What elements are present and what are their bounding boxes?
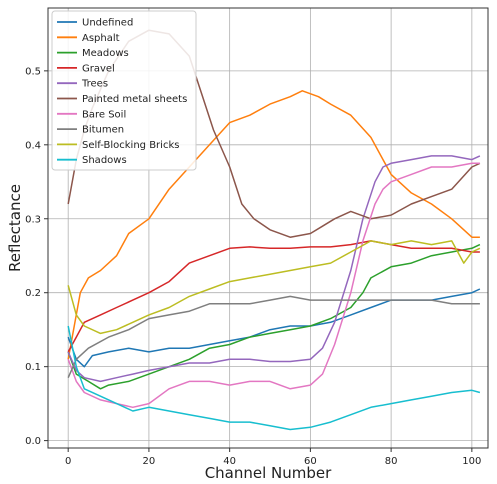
y-tick-label: 0.3 xyxy=(25,214,41,225)
series-line-7 xyxy=(67,295,480,379)
x-tick-label: 0 xyxy=(65,456,71,467)
series-line-4 xyxy=(67,155,481,383)
series-line-1 xyxy=(67,90,480,360)
x-axis-label: Channel Number xyxy=(205,464,332,482)
y-tick-label: 0.4 xyxy=(25,140,41,151)
legend-box xyxy=(51,10,197,171)
legend-label: Meadows xyxy=(82,48,129,59)
x-tick-label: 100 xyxy=(462,456,481,467)
y-axis-label: Reflectance xyxy=(6,184,24,272)
x-tick-label: 20 xyxy=(143,456,156,467)
legend-label: Bitumen xyxy=(82,125,124,136)
y-axis-ticks: 0.0 0.1 0.2 0.3 0.4 0.5 xyxy=(25,66,48,447)
legend-label: Painted metal sheets xyxy=(82,94,187,105)
x-tick-label: 40 xyxy=(223,456,236,467)
legend-label: Asphalt xyxy=(82,33,120,44)
series-line-9 xyxy=(67,325,481,431)
legend-label: Self-Blocking Bricks xyxy=(82,140,179,151)
x-tick-label: 60 xyxy=(304,456,317,467)
y-tick-label: 0.2 xyxy=(25,288,41,299)
x-axis-ticks: 0 20 40 60 80 100 xyxy=(65,448,481,467)
series-line-8 xyxy=(67,240,481,335)
legend-label: Shadows xyxy=(82,155,127,166)
series-line-6 xyxy=(67,162,480,409)
series-line-2 xyxy=(67,243,481,390)
series-line-3 xyxy=(67,240,480,353)
legend-label: Gravel xyxy=(82,63,115,74)
plot-border xyxy=(47,7,489,449)
y-tick-label: 0.1 xyxy=(25,362,41,373)
legend-label: Undefined xyxy=(82,18,133,29)
legend-label: Bare Soil xyxy=(82,109,126,120)
y-tick-label: 0.5 xyxy=(25,66,41,77)
legend-label: Trees xyxy=(81,79,108,90)
y-tick-label: 0.0 xyxy=(25,436,41,447)
legend: Undefined Asphalt Meadows Gravel Trees Painte… xyxy=(51,10,197,171)
x-tick-label: 80 xyxy=(385,456,398,467)
